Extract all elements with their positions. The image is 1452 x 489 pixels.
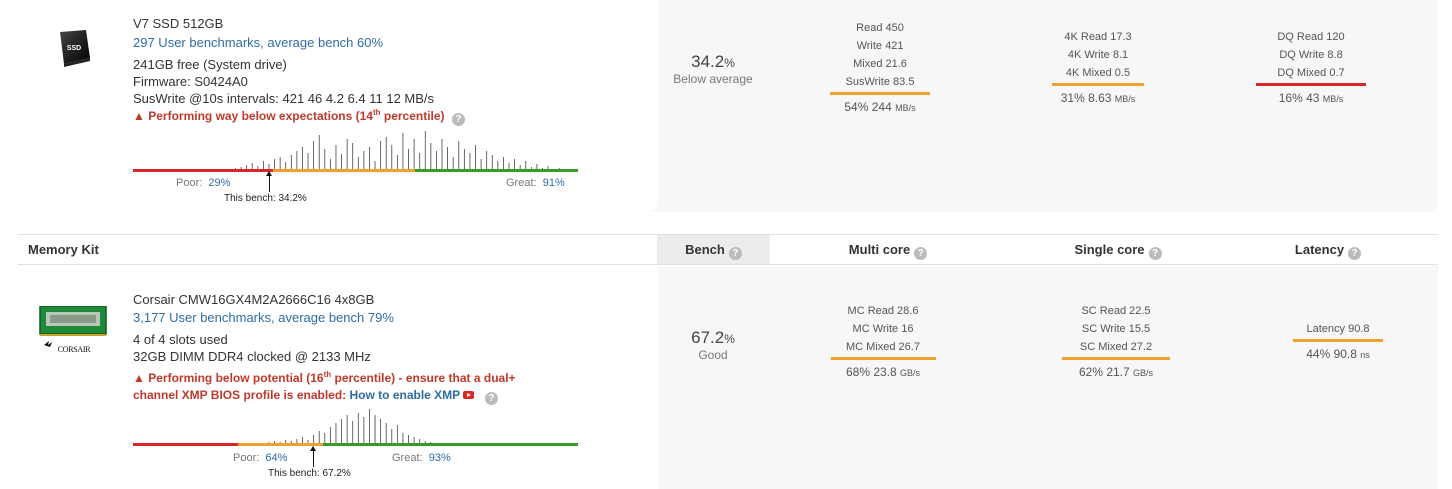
table-header: Memory Kit Bench? Multi core? Single cor… xyxy=(18,234,1438,265)
memory-score-background xyxy=(658,266,1438,489)
histogram-axis-segment xyxy=(323,443,578,446)
ssd-warning-text-end: percentile) xyxy=(380,109,445,123)
memory-slots: 4 of 4 slots used xyxy=(133,332,228,347)
ssd-great-marker: Great: 91% xyxy=(506,177,565,189)
ssd-metric-dq: DQ Read 120 DQ Write 8.8 DQ Mixed 0.7 16% 4… xyxy=(1231,28,1391,105)
ssd-warning-sup: th xyxy=(372,108,381,117)
ssd-info-background xyxy=(18,0,658,212)
corsair-logo: CORSAIR xyxy=(58,345,92,354)
memory-score-value: 67.2% xyxy=(691,328,735,347)
memory-warning-text: Performing below potential (16 xyxy=(148,371,324,385)
metric-line: SC Mixed 27.2 xyxy=(1079,341,1153,353)
metric-line: 4K Mixed 0.5 xyxy=(1065,67,1131,79)
metric-line: Latency 90.8 xyxy=(1306,323,1370,335)
metric-rating-bar xyxy=(1293,339,1383,342)
ssd-poor-marker: Poor: 29% xyxy=(176,177,231,189)
memory-clock: 32GB DIMM DDR4 clocked @ 2133 MHz xyxy=(133,349,371,364)
memory-histogram xyxy=(133,409,578,446)
memory-metric-single-core: SC Read 22.5 SC Write 15.5 SC Mixed 27.2 62… xyxy=(1036,302,1196,379)
youtube-icon[interactable] xyxy=(463,391,475,399)
metric-summary: 31% 8.63 MB/s xyxy=(1060,91,1136,105)
memory-row: CORSAIR Corsair CMW16GX4M2A2666C16 4x8GB… xyxy=(18,266,1438,489)
metric-line: SC Write 15.5 xyxy=(1081,323,1151,335)
memory-metric-latency: Latency 90.8 44% 90.8 ns xyxy=(1258,320,1418,361)
memory-poor-marker: Poor: 64% xyxy=(233,452,288,464)
histogram-axis-segment xyxy=(133,443,238,446)
warning-icon: ▲ xyxy=(133,371,145,385)
help-icon[interactable]: ? xyxy=(914,247,928,260)
histogram-axis-segment xyxy=(415,169,578,172)
header-latency[interactable]: Latency? xyxy=(1263,235,1393,264)
ssd-score: 34.2% Below average xyxy=(653,52,773,86)
metric-line: Mixed 21.6 xyxy=(853,58,907,70)
metric-line: 4K Read 17.3 xyxy=(1064,31,1132,43)
metric-line: MC Mixed 26.7 xyxy=(846,341,920,353)
header-memory-kit[interactable]: Memory Kit xyxy=(28,242,99,257)
ssd-icon: SSD xyxy=(56,28,92,68)
memory-this-bench-arrow xyxy=(310,446,316,467)
memory-this-bench: This bench: 67.2% xyxy=(268,468,351,479)
metric-rating-bar xyxy=(830,92,930,95)
header-bench[interactable]: Bench? xyxy=(657,235,770,264)
metric-rating-bar xyxy=(1062,357,1170,360)
ssd-metric-seq: Read 450 Write 421 Mixed 21.6 SusWrite 83.5… xyxy=(800,19,960,114)
warning-icon: ▲ xyxy=(133,109,145,123)
how-to-enable-xmp-link[interactable]: How to enable XMP xyxy=(349,388,460,402)
header-single-core[interactable]: Single core? xyxy=(1048,235,1188,264)
ssd-score-value: 34.2% xyxy=(691,52,735,71)
memory-warning-text-mid: percentile) - ensure that a dual+ xyxy=(331,371,516,385)
ssd-score-label: Below average xyxy=(673,72,753,86)
memory-score-label: Good xyxy=(698,348,728,362)
ssd-suswrite: SusWrite @10s intervals: 421 46 4.2 6.4 … xyxy=(133,91,435,106)
svg-text:SSD: SSD xyxy=(67,45,81,52)
help-icon[interactable]: ? xyxy=(451,113,465,126)
ssd-firmware: Firmware: S0424A0 xyxy=(133,74,248,89)
help-icon[interactable]: ? xyxy=(1348,247,1362,260)
metric-line: DQ Read 120 xyxy=(1277,31,1345,43)
metric-line: MC Read 28.6 xyxy=(847,305,919,317)
ssd-this-bench-arrow xyxy=(266,171,272,192)
ssd-title: V7 SSD 512GB xyxy=(133,16,224,31)
memory-score: 67.2% Good xyxy=(653,328,773,362)
memory-warning: ▲ Performing below potential (16th perce… xyxy=(133,366,553,405)
memory-metric-multi-core: MC Read 28.6 MC Write 16 MC Mixed 26.7 68% … xyxy=(803,302,963,379)
ssd-free-space: 241GB free (System drive) xyxy=(133,57,287,72)
memory-warning-line2: channel XMP BIOS profile is enabled: xyxy=(133,388,350,402)
help-icon[interactable]: ? xyxy=(484,392,498,405)
ssd-row: SSD V7 SSD 512GB 297 User benchmarks, av… xyxy=(18,0,1438,212)
metric-line: DQ Write 8.8 xyxy=(1279,49,1343,61)
help-icon[interactable]: ? xyxy=(1148,247,1162,260)
ssd-benchmarks-link[interactable]: 297 User benchmarks, average bench 60% xyxy=(133,35,384,50)
metric-rating-bar xyxy=(830,357,936,360)
memory-title: Corsair CMW16GX4M2A2666C16 4x8GB xyxy=(133,292,375,307)
ssd-metric-4k: 4K Read 17.3 4K Write 8.1 4K Mixed 0.5 31% … xyxy=(1018,28,1178,105)
histogram-axis-segment xyxy=(133,169,273,172)
metric-summary: 54% 244 MB/s xyxy=(844,100,916,114)
metric-summary: 16% 43 MB/s xyxy=(1278,91,1344,105)
memory-warning-sup: th xyxy=(323,370,332,379)
histogram-axis-segment xyxy=(238,443,323,446)
metric-line: 4K Write 8.1 xyxy=(1067,49,1129,61)
ssd-histogram xyxy=(133,131,578,172)
header-multi-core[interactable]: Multi core? xyxy=(818,235,958,264)
memory-great-marker: Great: 93% xyxy=(392,452,451,464)
histogram-axis-segment xyxy=(273,169,415,172)
metric-rating-bar xyxy=(1052,83,1144,86)
metric-rating-bar xyxy=(1256,83,1366,86)
metric-line: SC Read 22.5 xyxy=(1081,305,1151,317)
help-icon[interactable]: ? xyxy=(728,247,742,260)
metric-summary: 62% 21.7 GB/s xyxy=(1078,365,1154,379)
ram-icon: CORSAIR xyxy=(38,305,108,354)
ssd-warning-text: Performing way below expectations (14 xyxy=(148,109,373,123)
memory-benchmarks-link[interactable]: 3,177 User benchmarks, average bench 79% xyxy=(133,310,394,325)
metric-summary: 44% 90.8 ns xyxy=(1306,347,1370,361)
metric-line: SusWrite 83.5 xyxy=(845,76,915,88)
metric-line: Read 450 xyxy=(856,22,904,34)
metric-line: DQ Mixed 0.7 xyxy=(1277,67,1345,79)
ssd-this-bench: This bench: 34.2% xyxy=(224,193,307,204)
metric-summary: 68% 23.8 GB/s xyxy=(845,365,921,379)
metric-line: MC Write 16 xyxy=(852,323,914,335)
metric-line: Write 421 xyxy=(856,40,904,52)
ssd-warning: ▲ Performing way below expectations (14t… xyxy=(133,108,465,126)
